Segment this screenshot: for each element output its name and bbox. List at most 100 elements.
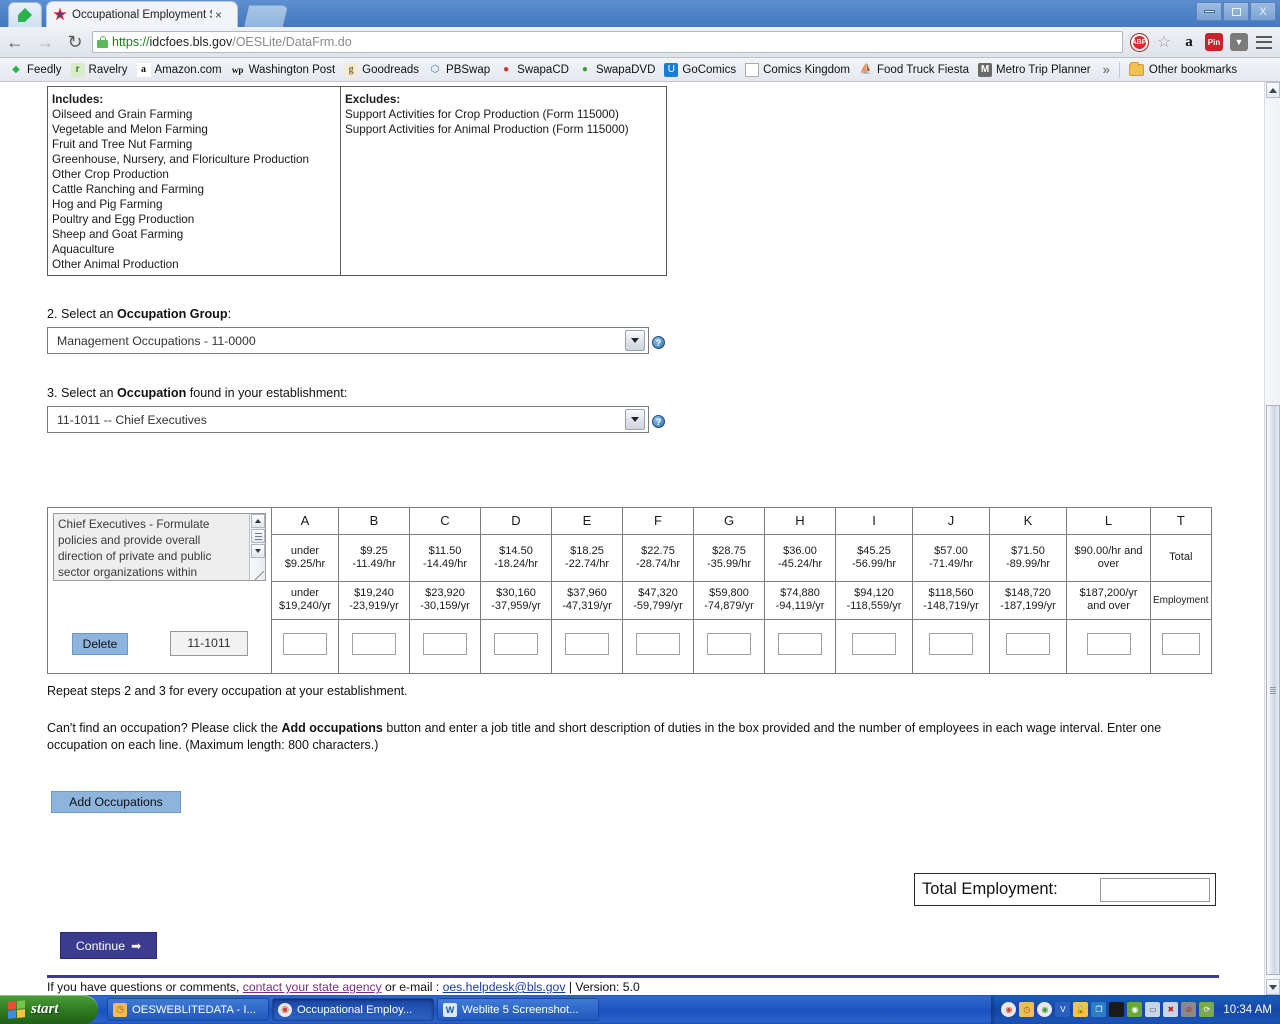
bookmark-washington-post[interactable]: wp Washington Post: [231, 63, 335, 77]
textarea-scrollbar[interactable]: [249, 514, 265, 580]
scrollbar-thumb[interactable]: [251, 529, 265, 543]
minimize-button[interactable]: [1196, 2, 1222, 21]
forward-icon[interactable]: →: [36, 31, 54, 52]
bookmark-pbswap[interactable]: ⬡ PBSwap: [428, 63, 490, 77]
word-icon: W: [443, 1002, 457, 1017]
adblock-plus-icon[interactable]: ABP: [1129, 32, 1149, 52]
chrome-icon[interactable]: ◉: [1037, 1002, 1053, 1017]
wage-count-input-g[interactable]: [707, 633, 751, 656]
outlook-icon[interactable]: ◷: [1019, 1002, 1035, 1017]
continue-button[interactable]: Continue ➡: [60, 932, 157, 959]
black-icon[interactable]: [1109, 1002, 1125, 1017]
wage-count-input-b[interactable]: [352, 633, 396, 656]
other-bookmarks-folder[interactable]: Other bookmarks: [1128, 61, 1237, 76]
chrome-icon[interactable]: ◉: [1001, 1002, 1017, 1017]
network-error-icon[interactable]: ✖: [1163, 1002, 1179, 1017]
includes-item: Cattle Ranching and Farming: [52, 183, 205, 196]
nvidia-icon[interactable]: ◉: [1127, 1002, 1143, 1017]
excludes-heading: Excludes:: [345, 93, 401, 106]
lock-icon[interactable]: 🔒: [1073, 1002, 1089, 1017]
bookmark-swapadvd[interactable]: ● SwapaDVD: [578, 63, 655, 77]
occupation-description-textarea[interactable]: Chief Executives - Formulate policies an…: [53, 513, 266, 581]
reload-icon[interactable]: ↻: [67, 31, 83, 52]
scroll-down-icon[interactable]: [251, 544, 265, 558]
metro-icon: M: [978, 62, 993, 77]
update-icon[interactable]: ⟳: [1199, 1002, 1215, 1017]
taskbar-item-weblite-screenshot[interactable]: W Weblite 5 Screenshot...: [437, 998, 599, 1021]
chrome-icon: ◉: [278, 1002, 292, 1017]
close-button[interactable]: X: [1250, 2, 1276, 21]
restore-button[interactable]: [1223, 2, 1249, 21]
wage-count-input-j[interactable]: [929, 633, 973, 656]
wage-count-input-a[interactable]: [283, 633, 327, 656]
bookmark-star-icon[interactable]: ☆: [1156, 34, 1172, 51]
occupation-group-select[interactable]: Management Occupations - 11-0000: [47, 327, 649, 354]
includes-item: Oilseed and Grain Farming: [52, 108, 193, 121]
includes-item: Hog and Pig Farming: [52, 198, 163, 211]
add-occupations-button[interactable]: Add Occupations: [51, 791, 181, 813]
bookmark-ravelry[interactable]: r Ravelry: [70, 62, 128, 77]
helpdesk-email-link[interactable]: oes.helpdesk@bls.gov: [442, 980, 566, 994]
bookmark-feedly[interactable]: ◆ Feedly: [9, 63, 61, 77]
bookmark-food-truck-fiesta[interactable]: ⛵ Food Truck Fiesta: [859, 63, 969, 77]
taskbar-item-label: Weblite 5 Screenshot...: [462, 1003, 579, 1016]
bookmark-comics-kingdom[interactable]: Comics Kingdom: [745, 62, 850, 77]
start-button[interactable]: start: [0, 995, 98, 1024]
tab-occupational-employment[interactable]: Occupational Employment St ×: [46, 1, 238, 27]
chevron-down-icon[interactable]: [625, 330, 645, 351]
state-agency-link[interactable]: contact your state agency: [242, 980, 382, 994]
outlook-icon: ◷: [113, 1002, 127, 1017]
address-bar[interactable]: https://idcfoes.bls.gov/OESLite/DataFrm.…: [92, 31, 1123, 53]
wage-count-input-d[interactable]: [494, 633, 538, 656]
new-tab-button[interactable]: [244, 5, 288, 27]
chrome-menu-icon[interactable]: [1254, 32, 1274, 52]
soc-code-field[interactable]: 11-1011: [170, 631, 248, 656]
wage-count-input-i[interactable]: [852, 633, 896, 656]
taskbar-item-oesweblitedata[interactable]: ◷ OESWEBLITEDATA - I...: [107, 998, 269, 1021]
antivirus-icon[interactable]: V: [1055, 1002, 1071, 1017]
shield-extension-icon[interactable]: ▼: [1229, 32, 1249, 52]
occupation-help-icon[interactable]: ?: [652, 415, 665, 428]
monitor-icon[interactable]: ▭: [1145, 1002, 1161, 1017]
amazon-icon[interactable]: a: [1185, 33, 1193, 50]
bookmark-gocomics[interactable]: U GoComics: [664, 62, 737, 77]
scroll-down-icon[interactable]: [1266, 979, 1280, 995]
tab-close-icon[interactable]: ×: [215, 7, 223, 22]
hourly-range: $45.25 -56.99/hr: [835, 533, 913, 582]
occupation-group-help-icon[interactable]: ?: [652, 336, 665, 349]
window-icon[interactable]: ❐: [1091, 1002, 1107, 1017]
wage-count-input-f[interactable]: [636, 633, 680, 656]
pinterest-pin-icon[interactable]: Pin: [1204, 32, 1224, 52]
wage-count-cell: [271, 618, 339, 674]
taskbar-item-occupational-employment[interactable]: ◉ Occupational Employ...: [272, 998, 434, 1021]
resize-handle-icon[interactable]: [255, 571, 264, 580]
wage-count-input-h[interactable]: [778, 633, 822, 656]
bookmark-swapacd[interactable]: ● SwapaCD: [499, 63, 569, 77]
total-employment-input[interactable]: [1100, 877, 1210, 902]
disable-icon[interactable]: ⊘: [1181, 1002, 1197, 1017]
wage-count-input-k[interactable]: [1006, 633, 1050, 656]
scroll-up-icon[interactable]: [1266, 82, 1280, 98]
wage-total-input[interactable]: [1161, 633, 1200, 656]
includes-item: Fruit and Tree Nut Farming: [52, 138, 193, 151]
scrollbar-thumb[interactable]: [1266, 405, 1280, 975]
bookmarks-overflow-icon[interactable]: »: [1102, 62, 1110, 77]
wage-count-input-l[interactable]: [1086, 633, 1131, 656]
bookmark-amazon[interactable]: a Amazon.com: [136, 62, 222, 77]
delete-button[interactable]: Delete: [72, 633, 128, 655]
column-letter: L: [1066, 507, 1151, 535]
bookmark-label: GoComics: [682, 63, 737, 76]
bookmark-metro-trip-planner[interactable]: M Metro Trip Planner: [978, 62, 1091, 77]
chevron-down-icon[interactable]: [625, 409, 645, 430]
repeat-instruction: Repeat steps 2 and 3 for every occupatio…: [47, 684, 408, 698]
bookmark-goodreads[interactable]: g Goodreads: [344, 62, 419, 77]
back-icon[interactable]: ←: [6, 31, 24, 52]
scroll-up-icon[interactable]: [251, 514, 265, 528]
occupation-select[interactable]: 11-1011 -- Chief Executives: [47, 406, 649, 433]
wage-count-input-e[interactable]: [565, 633, 609, 656]
occupation-group-value: Management Occupations - 11-0000: [57, 333, 256, 348]
page-scrollbar[interactable]: [1264, 82, 1280, 995]
wage-count-input-c[interactable]: [423, 633, 467, 656]
clock[interactable]: 10:34 AM: [1223, 1003, 1272, 1016]
pinned-tab-feedly[interactable]: [8, 2, 42, 27]
